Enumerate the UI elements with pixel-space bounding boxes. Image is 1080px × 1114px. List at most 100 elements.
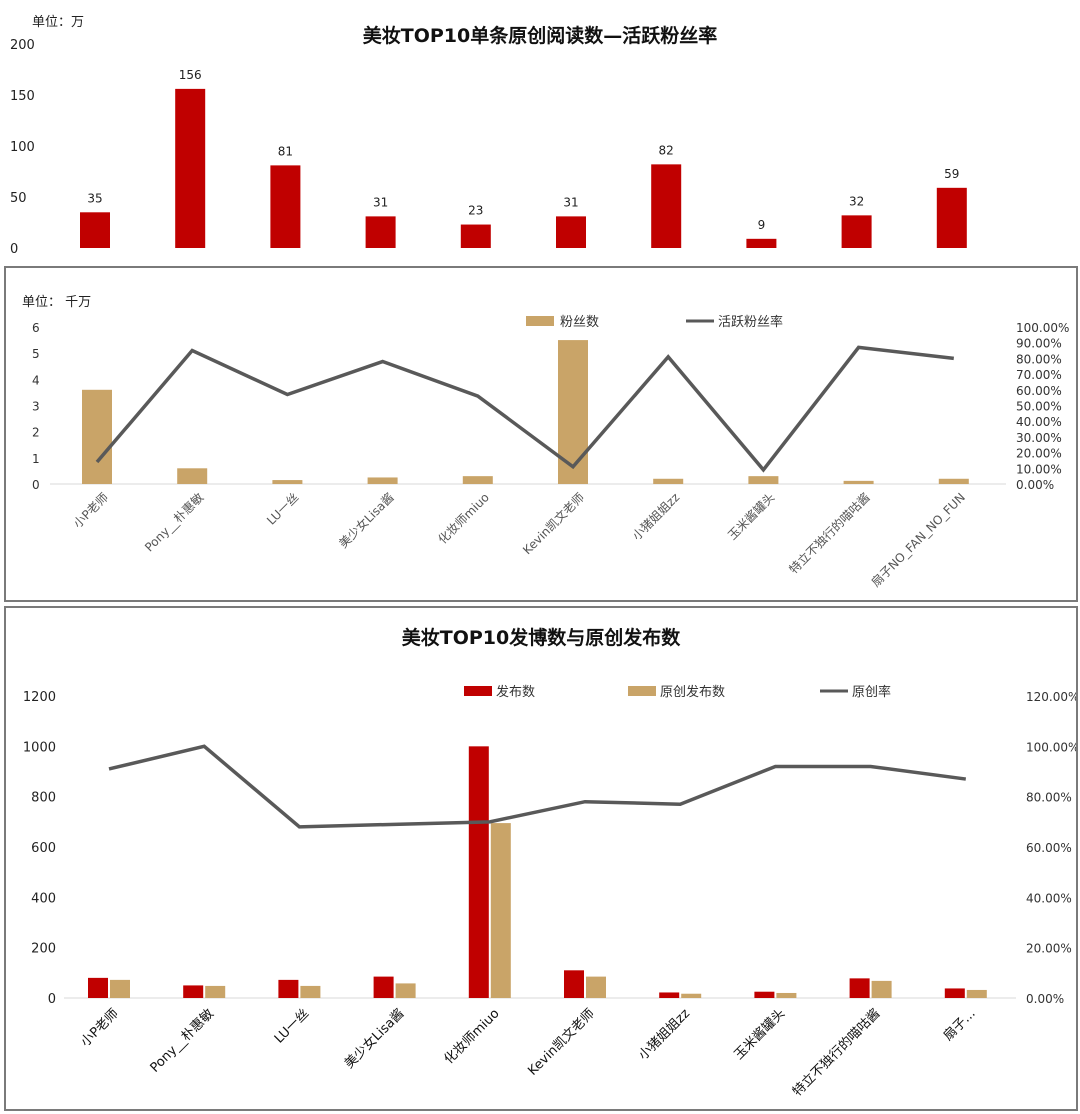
left-y-axis: 0 200 400 600 800 1000 1200 — [23, 690, 56, 1007]
data-label: 31 — [373, 195, 388, 209]
bar — [177, 468, 208, 484]
bar-series — [80, 88, 967, 248]
legend-label-fans: 粉丝数 — [560, 315, 599, 330]
bar-original-posts — [205, 985, 226, 998]
bar — [653, 478, 684, 484]
original-rate-line-series — [108, 744, 967, 829]
y-tick-label-right: 80.00% — [1026, 791, 1072, 805]
data-label: 35 — [87, 191, 102, 205]
data-label: 59 — [944, 167, 959, 181]
y-tick-label-right: 10.00% — [1016, 462, 1062, 476]
bar-posts — [278, 979, 299, 998]
y-tick-label-right: 80.00% — [1016, 352, 1062, 366]
right-y-axis: 0.00% 20.00% 40.00% 60.00% 80.00% 100.00% 120.… — [1026, 690, 1076, 1006]
x-tick-label: 小P老师 — [78, 1006, 122, 1050]
bar-original-posts — [300, 985, 321, 998]
bar — [82, 389, 112, 484]
chart-panel-read-count: 单位：万 美妆TOP10单条原创阅读数—活跃粉丝率 0 50 100 150 200 3… — [2, 2, 1078, 266]
y-tick-label-left: 1 — [32, 452, 40, 466]
y-tick-label-left: 200 — [31, 942, 56, 957]
left-y-axis: 0 1 2 3 4 5 6 — [32, 321, 40, 492]
legend-label-original-rate: 原创率 — [852, 684, 891, 700]
bar-original-posts — [681, 993, 702, 998]
bar — [556, 216, 586, 248]
x-tick-label: 玉米酱罐头 — [732, 1006, 789, 1063]
y-tick-label-left: 5 — [32, 347, 40, 361]
x-tick-label: Pony__朴惠敏 — [148, 1006, 217, 1075]
line-path — [108, 744, 967, 829]
right-y-axis: 0.00% 10.00%20.00% 30.00% 40.00%50.00% 60.00… — [1016, 321, 1069, 492]
y-tick-label: 200 — [10, 38, 35, 53]
bar-original-posts — [966, 989, 987, 998]
x-tick-label: 特立不独行的喵咕酱 — [786, 490, 873, 577]
y-tick-label-right: 30.00% — [1016, 431, 1062, 445]
bar-posts — [944, 988, 965, 998]
bar-posts — [373, 976, 394, 998]
data-label: 81 — [278, 144, 293, 158]
y-tick-label-left: 0 — [48, 992, 56, 1007]
x-axis-categories: 小P老师 Pony__朴惠敏 LU一丝 美少女Lisa酱 化妆师miuo Kevin凯文老… — [78, 1006, 979, 1100]
active-rate-line-series — [95, 345, 955, 473]
bar-posts — [468, 746, 489, 998]
data-label: 31 — [563, 195, 578, 209]
bar-posts — [88, 977, 108, 998]
y-tick-label-right: 0.00% — [1016, 478, 1054, 492]
bar — [558, 340, 588, 484]
x-tick-label: 特立不独行的喵咕酱 — [789, 1006, 883, 1100]
x-tick-label: 玉米酱罐头 — [724, 490, 777, 543]
x-tick-label: Kevin凯文老师 — [519, 490, 587, 558]
x-tick-label: 小猪姐姐zz — [630, 490, 683, 543]
bar — [270, 165, 301, 248]
y-tick-label-right: 60.00% — [1016, 384, 1062, 398]
x-tick-label: 化妆师miuo — [435, 490, 492, 547]
y-tick-label-left: 4 — [32, 373, 40, 387]
y-tick-label: 0 — [10, 242, 18, 257]
data-label: 32 — [849, 194, 864, 208]
bar — [460, 224, 491, 248]
bar — [748, 476, 779, 484]
bar-posts — [564, 970, 584, 998]
x-tick-label: 小猪姐姐zz — [636, 1006, 693, 1063]
chart-title: 美妆TOP10发博数与原创发布数 — [402, 626, 681, 649]
posts-combo-chart: 美妆TOP10发博数与原创发布数 发布数 原创发布数 原创率 0 200 400 60… — [23, 626, 1076, 1100]
y-tick-label-left: 6 — [32, 321, 40, 335]
chart-title: 美妆TOP10单条原创阅读数—活跃粉丝率 — [363, 24, 717, 47]
y-tick-label-right: 20.00% — [1026, 942, 1072, 956]
x-tick-label: 美少女Lisa酱 — [335, 490, 396, 551]
bar-posts — [849, 978, 870, 998]
y-tick-label-left: 400 — [31, 891, 56, 906]
bar — [841, 215, 872, 248]
bar — [651, 164, 682, 248]
legend-swatch-original-posts — [628, 686, 656, 696]
bar-original-posts — [776, 992, 797, 998]
x-tick-label: Kevin凯文老师 — [525, 1006, 597, 1078]
y-tick-label-right: 20.00% — [1016, 447, 1062, 461]
x-axis-categories: 小P老师 Pony__朴惠敏 LU一丝 美少女Lisa酱 化妆师miuo Kevin凯文老… — [71, 490, 968, 590]
y-tick-label: 100 — [10, 140, 35, 155]
x-tick-label: 扇子NO_FAN_NO_FUN — [868, 490, 968, 590]
legend: 发布数 原创发布数 原创率 — [464, 684, 891, 700]
y-tick-label-right: 40.00% — [1026, 891, 1072, 905]
data-label: 82 — [659, 143, 674, 157]
y-tick-label-right: 40.00% — [1016, 415, 1062, 429]
x-tick-label: Pony__朴惠敏 — [141, 490, 206, 555]
y-tick-label-right: 0.00% — [1026, 992, 1064, 1006]
bar — [462, 476, 493, 484]
data-label: 23 — [468, 204, 483, 218]
bar-original-posts — [395, 983, 416, 998]
y-tick-label-right: 100.00% — [1016, 321, 1069, 335]
y-tick-label-right: 70.00% — [1016, 368, 1062, 382]
bar-original-posts — [586, 976, 606, 998]
bar — [175, 88, 206, 248]
bar — [367, 477, 398, 484]
y-tick-label-right: 60.00% — [1026, 841, 1072, 855]
legend: 粉丝数 活跃粉丝率 — [526, 314, 783, 330]
y-tick-label-right: 100.00% — [1026, 740, 1076, 754]
unit-label: 单位： 千万 — [22, 295, 91, 310]
line-path — [95, 345, 955, 473]
bar — [365, 216, 396, 248]
bar-posts — [659, 992, 680, 998]
bar — [746, 238, 777, 248]
y-tick-label-left: 1000 — [23, 740, 56, 755]
y-tick-label-right: 90.00% — [1016, 337, 1062, 351]
